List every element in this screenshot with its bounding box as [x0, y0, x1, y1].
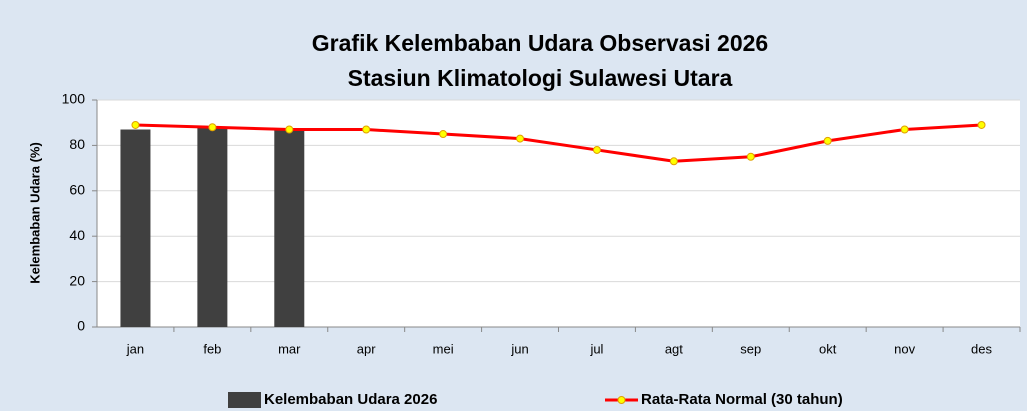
- marker: [823, 136, 832, 145]
- marker: [362, 125, 371, 134]
- marker: [977, 120, 986, 129]
- x-tick-label: jun: [510, 341, 528, 356]
- x-tick-label: sep: [740, 341, 761, 356]
- x-tick-label: agt: [665, 341, 683, 356]
- legend-label: Kelembaban Udara 2026: [264, 391, 437, 408]
- bar: [120, 129, 151, 327]
- bar: [197, 127, 228, 328]
- marker: [516, 134, 525, 143]
- marker: [592, 145, 601, 154]
- y-tick-label: 60: [69, 182, 85, 198]
- x-tick-label: mar: [278, 341, 301, 356]
- x-tick-label: okt: [819, 341, 837, 356]
- marker: [900, 125, 909, 134]
- x-tick-label: jul: [589, 341, 603, 356]
- marker: [439, 130, 448, 139]
- y-tick-label: 40: [69, 227, 85, 243]
- y-tick-label: 80: [69, 136, 85, 152]
- line: [135, 123, 982, 163]
- x-tick-label: feb: [203, 341, 221, 356]
- marker: [669, 157, 678, 166]
- x-tick-label: des: [971, 341, 992, 356]
- y-tick-label: 20: [69, 272, 85, 288]
- legend-label: Rata-Rata Normal (30 tahun): [641, 391, 843, 408]
- marker: [285, 125, 294, 134]
- x-tick-label: nov: [894, 341, 915, 356]
- plot-area: [97, 100, 1020, 327]
- x-tick-label: apr: [357, 341, 376, 356]
- marker: [746, 152, 755, 161]
- x-tick-label: jan: [126, 341, 144, 356]
- y-tick-label: 0: [77, 318, 85, 334]
- marker: [131, 120, 140, 129]
- chart-title: Grafik Kelembaban Udara Observasi 2026: [312, 30, 768, 56]
- legend-swatch: [228, 392, 261, 408]
- chart-subtitle: Stasiun Klimatologi Sulawesi Utara: [348, 65, 733, 91]
- x-tick-label: mei: [433, 341, 454, 356]
- legend-marker: [617, 396, 626, 404]
- bar: [274, 129, 305, 327]
- y-tick-label: 100: [62, 91, 86, 107]
- marker: [208, 123, 217, 132]
- y-axis-label: Kelembaban Udara (%): [27, 142, 42, 284]
